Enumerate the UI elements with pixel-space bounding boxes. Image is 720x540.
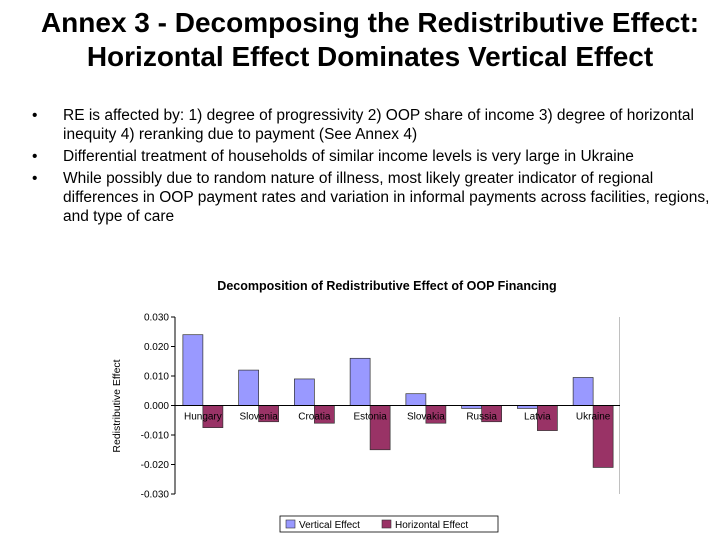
bullet-list: • RE is affected by: 1) degree of progres… bbox=[28, 106, 718, 229]
redistributive-effect-chart: Decomposition of Redistributive Effect o… bbox=[100, 268, 620, 536]
bullet-item: • Differential treatment of households of… bbox=[28, 147, 718, 166]
bullet-dot: • bbox=[32, 107, 38, 124]
y-tick-label: -0.020 bbox=[141, 460, 170, 471]
legend-label: Horizontal Effect bbox=[395, 520, 468, 531]
vertical-effect-bar-slovakia bbox=[405, 393, 427, 406]
bullet-item: • RE is affected by: 1) degree of progres… bbox=[28, 106, 718, 144]
y-tick-label: 0.030 bbox=[144, 313, 169, 324]
category-label: Russia bbox=[466, 412, 497, 423]
bullet-text: RE is affected by: 1) degree of progress… bbox=[63, 107, 694, 143]
y-tick-label: -0.010 bbox=[141, 431, 170, 442]
category-label: Slovakia bbox=[407, 412, 445, 423]
category-label: Ukraine bbox=[576, 412, 611, 423]
bullet-item: • While possibly due to random nature of … bbox=[28, 169, 718, 226]
legend: Vertical Effect Horizontal Effect bbox=[279, 515, 499, 533]
legend-swatch bbox=[381, 519, 392, 529]
y-tick-label: 0.010 bbox=[144, 372, 169, 383]
legend-label: Vertical Effect bbox=[299, 520, 360, 531]
y-tick-label: -0.030 bbox=[141, 490, 170, 501]
category-label: Estonia bbox=[353, 412, 387, 423]
category-label: Croatia bbox=[298, 412, 331, 423]
chart-title: Decomposition of Redistributive Effect o… bbox=[217, 279, 556, 293]
bullet-text: While possibly due to random nature of i… bbox=[63, 170, 710, 225]
legend-swatch bbox=[285, 519, 296, 529]
vertical-effect-bar-slovenia bbox=[238, 369, 259, 406]
y-tick-label: 0.020 bbox=[144, 342, 169, 353]
vertical-effect-bar-hungary bbox=[182, 334, 204, 406]
bullet-text: Differential treatment of households of … bbox=[63, 148, 634, 165]
category-label: Slovenia bbox=[239, 412, 278, 423]
slide-title: Annex 3 - Decomposing the Redistributive… bbox=[40, 7, 700, 72]
y-tick-label: 0.000 bbox=[144, 401, 169, 412]
plot-area: 0.030 0.020 0.010 0.000 -0.010 -0.020 -0.030 Hu… bbox=[141, 313, 620, 501]
category-label: Hungary bbox=[184, 412, 222, 423]
vertical-effect-bar-estonia bbox=[349, 357, 371, 406]
category-label: Latvia bbox=[524, 412, 551, 423]
vertical-effect-bar-croatia bbox=[294, 378, 315, 406]
vertical-effect-bar-ukraine bbox=[572, 377, 594, 406]
bullet-dot: • bbox=[32, 148, 38, 165]
bullet-dot: • bbox=[32, 170, 38, 187]
y-axis-title: Redistributive Effect bbox=[111, 359, 123, 452]
